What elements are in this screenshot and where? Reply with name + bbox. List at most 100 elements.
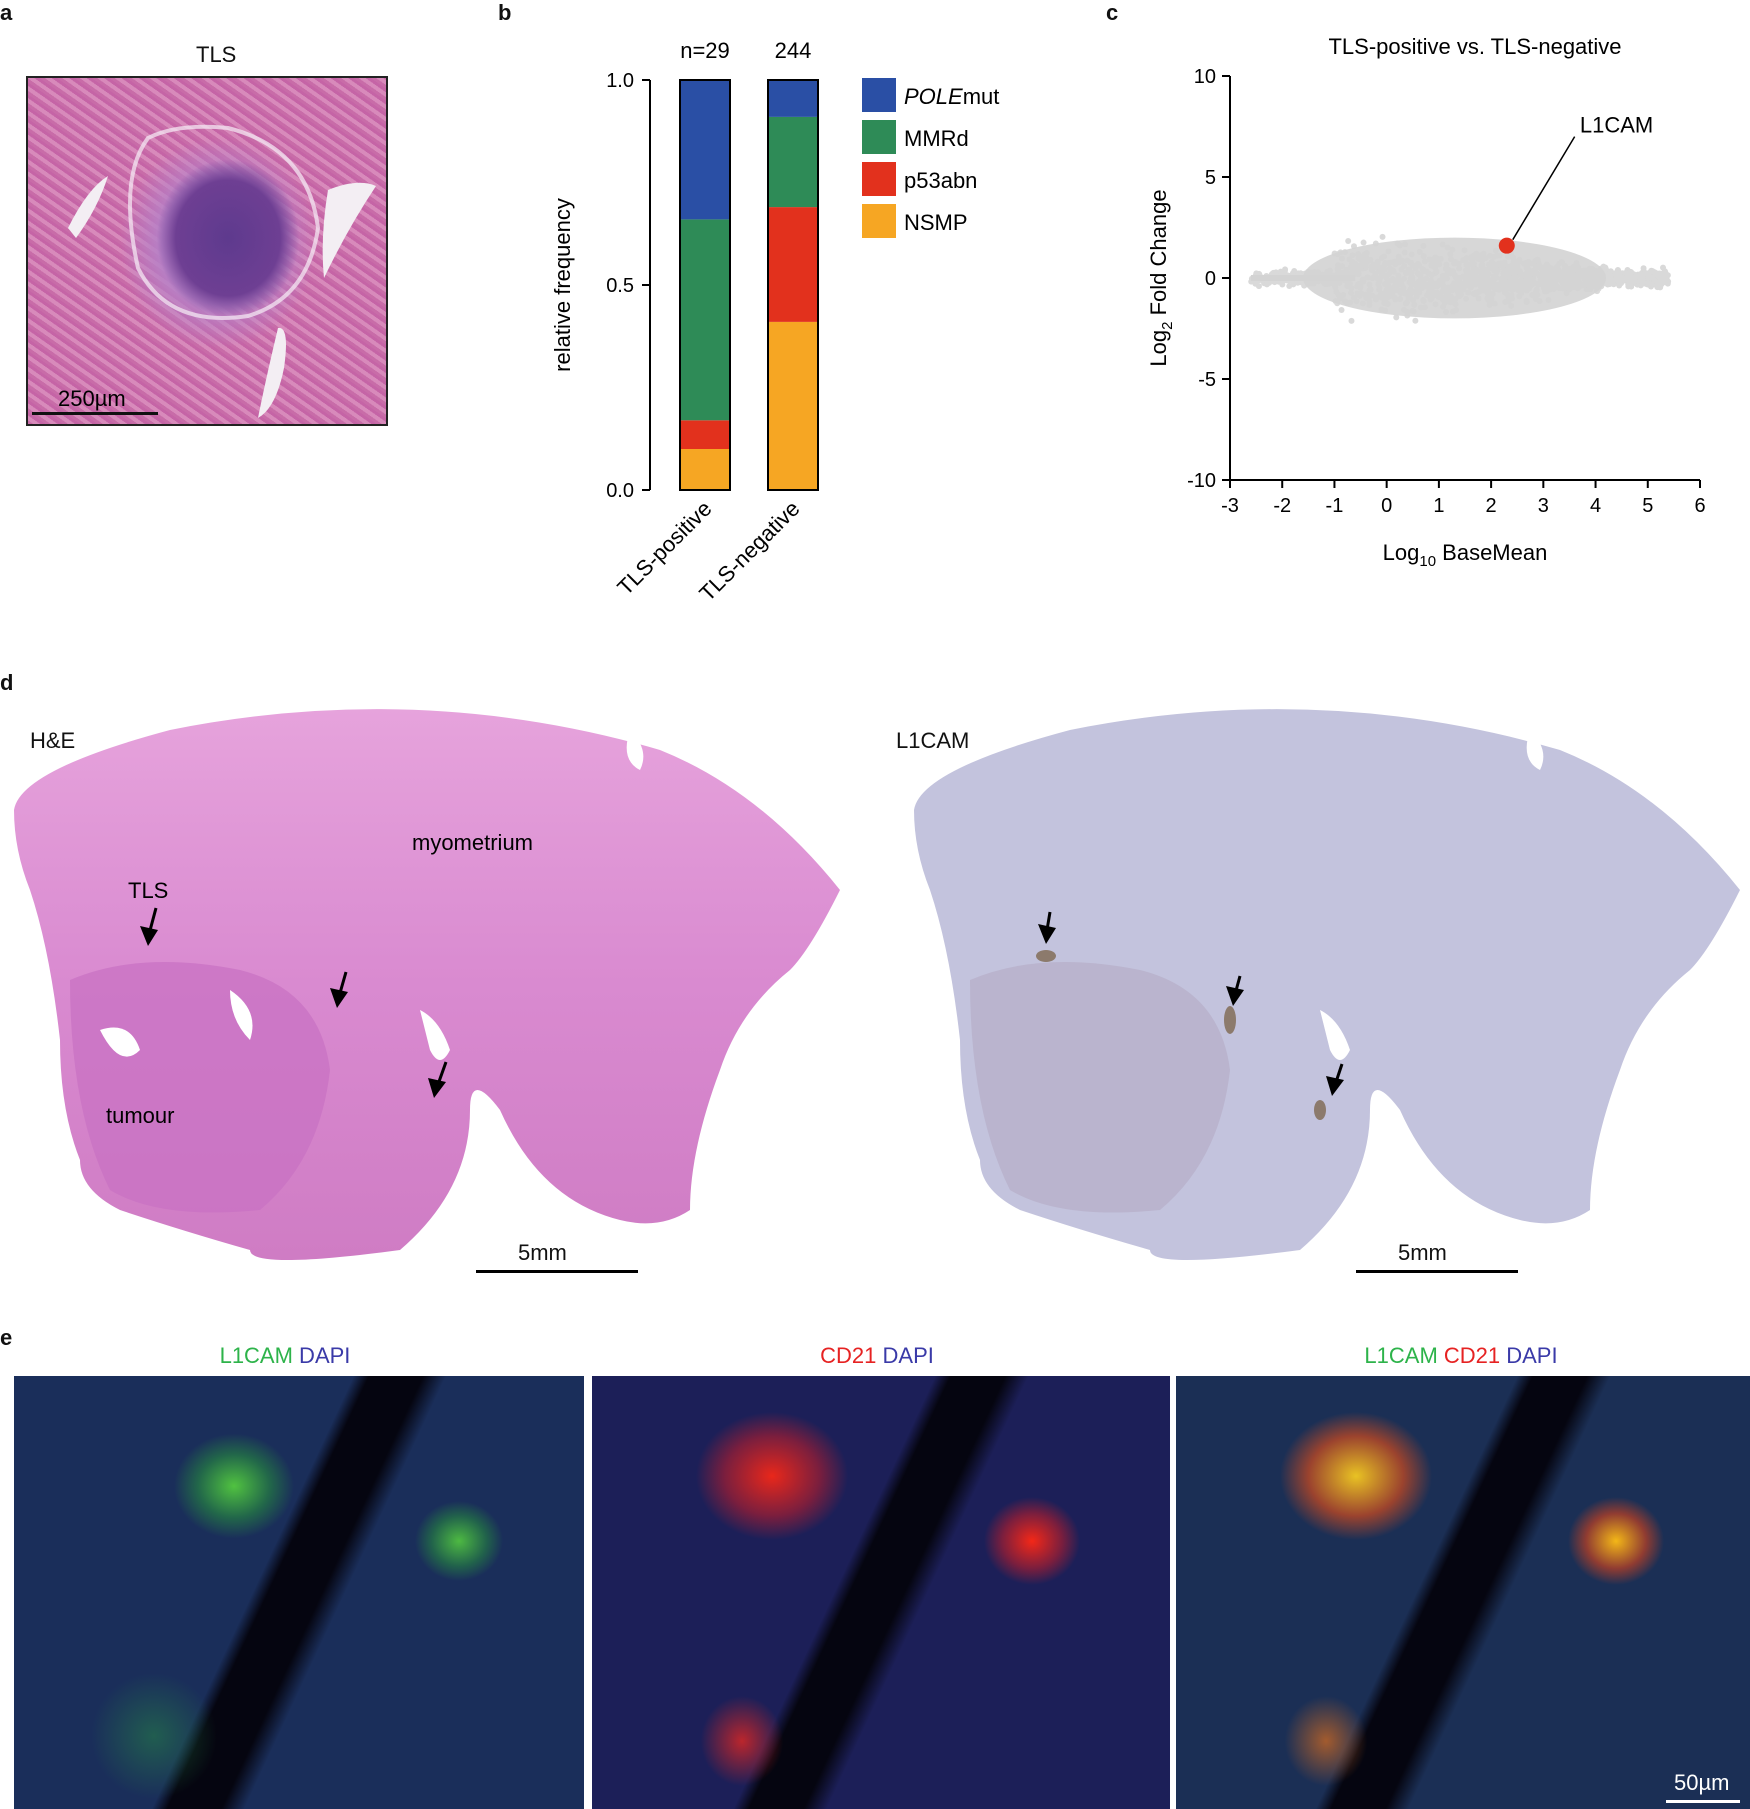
c-point bbox=[1651, 269, 1658, 276]
b-ytick-label: 0.5 bbox=[606, 275, 634, 297]
he-whole-section bbox=[14, 709, 840, 1260]
b-ytick-label: 1.0 bbox=[606, 70, 634, 92]
c-ytick-label: 10 bbox=[1194, 66, 1216, 88]
scale-label-d-right: 5mm bbox=[1398, 1240, 1447, 1265]
c-ytick-label: 5 bbox=[1205, 167, 1216, 189]
c-xtick-label: 5 bbox=[1642, 495, 1653, 517]
c-xtick-label: 3 bbox=[1538, 495, 1549, 517]
c-xtick-label: 0 bbox=[1381, 495, 1392, 517]
e3-dapi: DAPI bbox=[1500, 1343, 1558, 1368]
b-count-label: n=29 bbox=[680, 38, 730, 63]
c-point bbox=[1644, 270, 1651, 277]
e1-dapi: DAPI bbox=[292, 1343, 351, 1368]
c-point bbox=[1412, 317, 1419, 324]
c-xtick-label: 1 bbox=[1433, 495, 1444, 517]
panel-e-label: e bbox=[0, 1325, 13, 1350]
c-point bbox=[1639, 280, 1646, 287]
he-arrows bbox=[140, 907, 448, 1098]
tumour-annotation: tumour bbox=[106, 1103, 175, 1128]
e2-dapi: DAPI bbox=[876, 1343, 934, 1368]
b-bar-segment bbox=[768, 321, 818, 490]
he-tls-micrograph: 250µm bbox=[26, 76, 388, 426]
b-legend-label: MMRd bbox=[904, 126, 969, 151]
c-xtick-label: -2 bbox=[1273, 495, 1291, 517]
c-point bbox=[1645, 280, 1652, 287]
c-point bbox=[1379, 233, 1386, 240]
b-legend-label: POLEmut bbox=[904, 84, 999, 109]
e1-l1cam: L1CAM bbox=[219, 1343, 293, 1368]
ma-plot: TLS-positive vs. TLS-negative L1CAM -10 -5 0… bbox=[1146, 34, 1706, 570]
c-highlight-leader bbox=[1512, 136, 1576, 241]
panel-b-label: b bbox=[498, 0, 512, 25]
e-img3-label: L1CAM CD21 DAPI bbox=[1176, 1343, 1746, 1369]
b-legend-swatch bbox=[862, 78, 896, 112]
b-bar-segment bbox=[680, 219, 730, 421]
panel-a-label: a bbox=[0, 0, 13, 25]
c-ytick-label: -5 bbox=[1198, 369, 1216, 391]
c-xtick-label: -3 bbox=[1221, 495, 1239, 517]
e3-cd21: CD21 bbox=[1437, 1343, 1501, 1368]
c-low-band bbox=[1250, 274, 1356, 282]
c-point bbox=[1645, 275, 1652, 282]
b-bar-segment bbox=[680, 80, 730, 220]
b-ylabel: relative frequency bbox=[550, 198, 575, 372]
c-point bbox=[1613, 276, 1620, 283]
c-point bbox=[1639, 271, 1646, 278]
b-ytick-label: 0.0 bbox=[606, 480, 634, 502]
c-ylabel: Log2 Fold Change bbox=[1146, 189, 1176, 366]
c-point bbox=[1345, 237, 1352, 244]
scale-label-d-left: 5mm bbox=[518, 1240, 567, 1265]
c-point bbox=[1627, 269, 1634, 276]
c-point bbox=[1348, 317, 1355, 324]
e2-cd21: CD21 bbox=[820, 1343, 877, 1368]
c-point bbox=[1263, 281, 1270, 288]
c-point bbox=[1607, 278, 1614, 285]
b-legend-label: NSMP bbox=[904, 210, 968, 235]
scale-bar-e bbox=[1666, 1800, 1740, 1803]
panel-d-label: d bbox=[0, 670, 14, 695]
c-highlight-point bbox=[1498, 237, 1515, 254]
b-bar-segment bbox=[768, 80, 818, 117]
c-point bbox=[1360, 239, 1367, 246]
scale-bar-d-right bbox=[1356, 1270, 1518, 1273]
c-xtick-label: -1 bbox=[1326, 495, 1344, 517]
c-point bbox=[1625, 276, 1632, 283]
b-bar-segment bbox=[768, 116, 818, 208]
b-bar-segment bbox=[680, 420, 730, 449]
c-xtick-label: 4 bbox=[1590, 495, 1601, 517]
myometrium-annotation: myometrium bbox=[412, 830, 534, 855]
c-point bbox=[1286, 282, 1293, 289]
b-bar-segment bbox=[768, 207, 818, 322]
b-count-label: 244 bbox=[775, 38, 812, 63]
c-xtick-label: 2 bbox=[1486, 495, 1497, 517]
c-point bbox=[1393, 314, 1400, 321]
c-point bbox=[1607, 268, 1614, 275]
c-point bbox=[1613, 270, 1620, 277]
c-title: TLS-positive vs. TLS-negative bbox=[1328, 34, 1621, 59]
scale-bar-d-left bbox=[476, 1270, 638, 1273]
if-l1cam-dapi bbox=[14, 1376, 584, 1809]
panel-c-label: c bbox=[1106, 0, 1119, 25]
c-point bbox=[1640, 265, 1647, 272]
c-highlight-label: L1CAM bbox=[1580, 113, 1653, 138]
c-point bbox=[1618, 276, 1625, 283]
c-point bbox=[1622, 269, 1629, 276]
b-bar-segment bbox=[680, 449, 730, 490]
tls-annotation: TLS bbox=[128, 878, 169, 903]
l1cam-ihc-label: L1CAM bbox=[896, 728, 970, 753]
c-point bbox=[1664, 280, 1671, 287]
scale-label-e: 50µm bbox=[1674, 1770, 1730, 1795]
c-point bbox=[1338, 306, 1345, 313]
if-cd21-dapi bbox=[592, 1376, 1170, 1809]
e-img2-label: CD21 DAPI bbox=[592, 1343, 1162, 1369]
scale-label-a: 250µm bbox=[58, 386, 126, 411]
c-point bbox=[1629, 278, 1636, 285]
c-xlabel: Log10 BaseMean bbox=[1383, 540, 1548, 570]
panel-a-title: TLS bbox=[196, 42, 237, 67]
b-legend-swatch bbox=[862, 120, 896, 154]
c-xtick-label: 6 bbox=[1694, 495, 1705, 517]
c-ytick-label: -10 bbox=[1187, 470, 1216, 492]
if-l1cam-cd21-dapi: 50µm bbox=[1176, 1376, 1750, 1809]
b-bar-outline bbox=[767, 79, 819, 491]
